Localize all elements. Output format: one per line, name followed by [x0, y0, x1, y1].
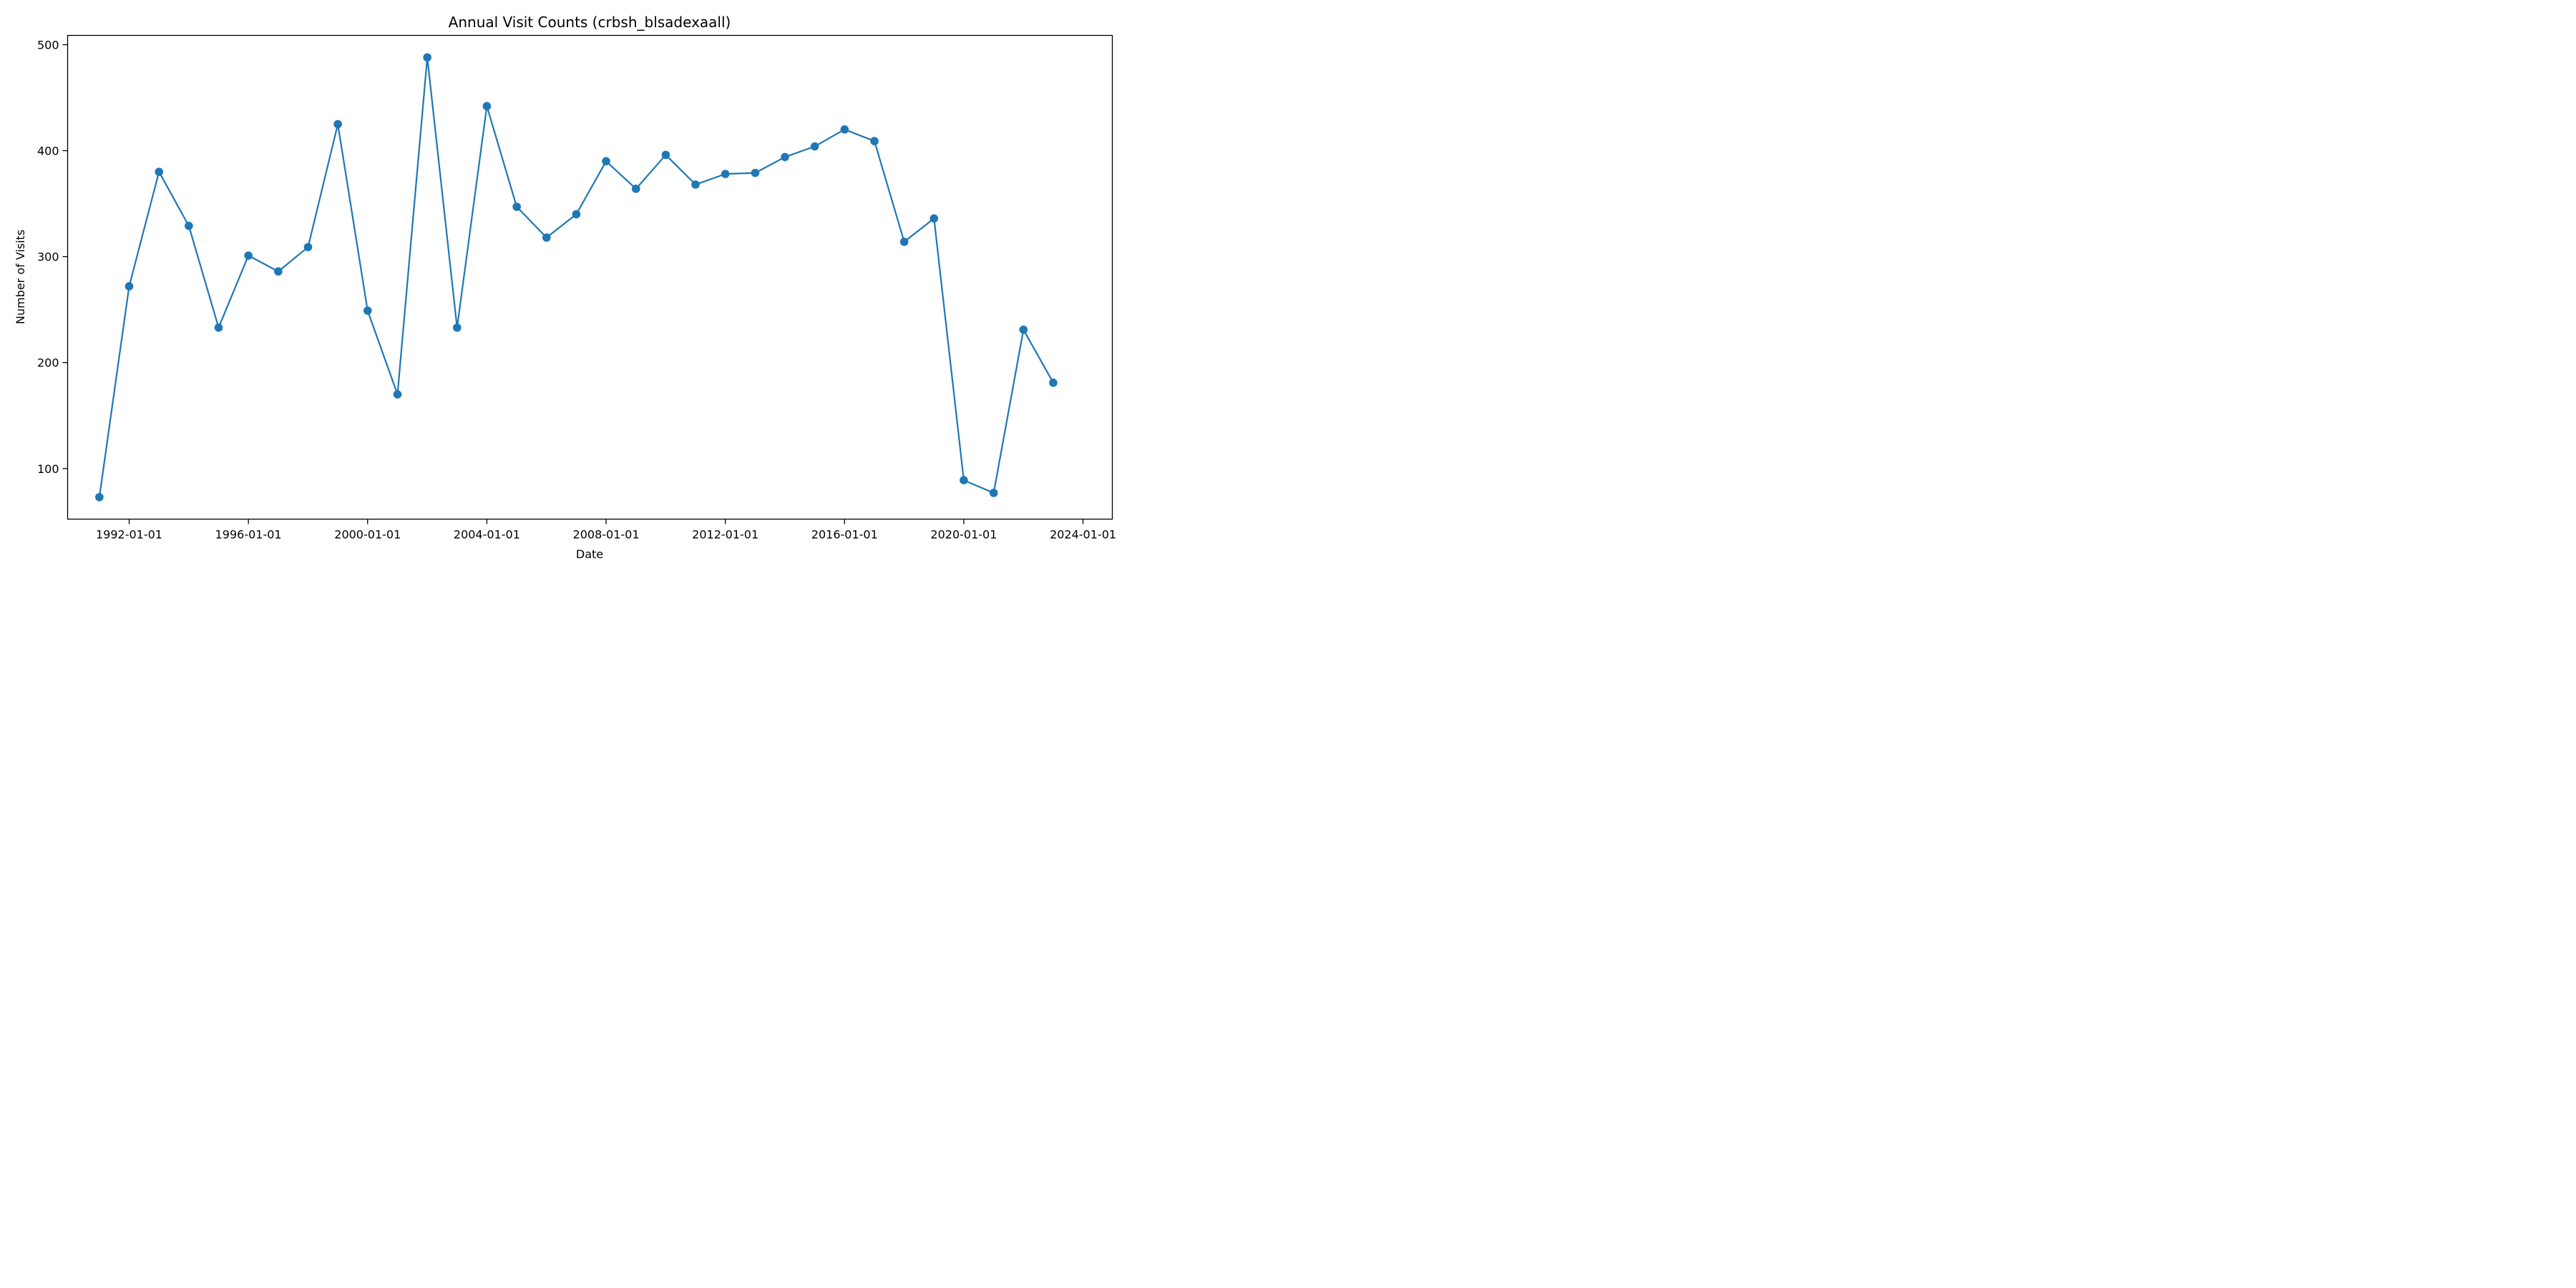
data-point [452, 323, 462, 332]
x-tick-label: 2024-01-01 [1050, 528, 1116, 542]
data-point [155, 167, 164, 176]
data-point [363, 306, 372, 315]
data-point [691, 180, 700, 189]
y-tick-label: 400 [37, 145, 59, 158]
y-tick-label: 300 [37, 250, 59, 264]
x-tick-label: 1996-01-01 [215, 528, 282, 542]
data-point [274, 267, 283, 276]
data-point [542, 233, 551, 242]
plot-area [95, 53, 1058, 502]
data-point [393, 390, 402, 399]
data-point [1049, 379, 1058, 387]
x-tick-label: 2004-01-01 [454, 528, 520, 542]
data-point [1019, 326, 1028, 334]
data-point [631, 185, 640, 193]
x-tick-label: 2008-01-01 [573, 528, 640, 542]
data-point [214, 323, 223, 332]
x-axis-label: Date [576, 547, 603, 561]
data-point [125, 282, 134, 291]
x-tick-label: 2020-01-01 [930, 528, 997, 542]
data-point [303, 243, 313, 252]
data-point [482, 102, 492, 111]
chart-title: Annual Visit Counts (crbsh_blsadexaall) [449, 14, 731, 31]
data-point [960, 476, 968, 484]
y-tick-label: 200 [37, 356, 59, 370]
data-point [899, 238, 909, 246]
y-axis: 100 200 300 400 500 [37, 38, 68, 476]
data-point [751, 168, 760, 177]
data-point [930, 214, 939, 223]
data-point [810, 142, 819, 151]
line-chart: Annual Visit Counts (crbsh_blsadexaall) … [0, 0, 1145, 572]
data-point [989, 489, 998, 497]
y-tick-label: 500 [37, 38, 59, 52]
data-point [721, 170, 730, 178]
data-point [781, 152, 789, 162]
data-point [423, 53, 431, 62]
data-point [602, 157, 610, 166]
x-axis: 1992-01-01 1996-01-01 2000-01-01 2004-01-01… [96, 519, 1116, 542]
y-tick-label: 100 [37, 462, 59, 476]
data-point [333, 119, 342, 129]
data-point [572, 210, 581, 219]
x-tick-label: 2000-01-01 [334, 528, 401, 542]
x-tick-label: 2012-01-01 [692, 528, 758, 542]
data-point [95, 492, 104, 502]
data-point [244, 251, 253, 260]
y-axis-label: Number of Visits [14, 230, 27, 324]
x-tick-label: 2016-01-01 [811, 528, 878, 542]
data-point [512, 203, 521, 211]
data-point [661, 150, 670, 160]
data-point [840, 125, 849, 134]
plot-frame [67, 34, 1113, 520]
data-point [870, 137, 879, 146]
data-point [185, 221, 193, 230]
x-tick-label: 1992-01-01 [96, 528, 162, 542]
figure-background [0, 0, 1145, 572]
